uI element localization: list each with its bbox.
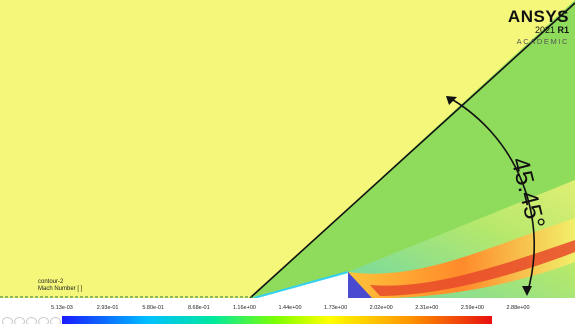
wake-region: [348, 218, 575, 298]
legend-tick: 5.80e-01: [142, 305, 165, 311]
legend-tick: 2.93e-01: [96, 305, 119, 311]
arrow-head-top: [446, 96, 457, 105]
ansys-edition: ACADEMIC: [516, 37, 569, 46]
zoom-icon[interactable]: [26, 317, 37, 324]
ansys-name: ANSYS: [507, 7, 569, 26]
legend-tick: 5.13e-03: [51, 305, 73, 311]
contour-name: contour-2: [38, 279, 64, 285]
ansys-version-year: 2021: [534, 25, 555, 35]
wedge-wall: [253, 271, 349, 298]
contour-legend-title: contour-2 Mach Number [ ]: [38, 279, 82, 293]
contour-quantity: Mach Number [ ]: [38, 286, 83, 292]
angle-arc: [447, 96, 536, 295]
ansys-logo: ANSYS 2021 R1 ACADEMIC: [508, 8, 569, 48]
colorbar: [62, 316, 492, 324]
high-mach-zone: [370, 240, 575, 296]
legend-tick: 1.73e+00: [324, 305, 348, 311]
legend-tick: 2.02e+00: [369, 305, 393, 311]
legend-tick: 1.16e+00: [232, 305, 256, 311]
legend-tick: 2.59e+00: [460, 305, 484, 311]
legend-tick: 2.31e+00: [415, 305, 439, 311]
contour-plot: 45.45°: [0, 0, 575, 298]
pan-icon[interactable]: [14, 317, 25, 324]
fit-icon[interactable]: [38, 317, 49, 324]
ansys-release: R1: [557, 25, 569, 35]
ansys-version: 2021 R1: [508, 25, 569, 36]
select-icon[interactable]: [50, 317, 61, 324]
base-region: [348, 272, 372, 298]
oblique-shock-line: [249, 2, 575, 298]
view-toolbar: [2, 317, 61, 324]
colormap-legend: 5.13e-03 2.93e-01 5.80e-01 8.68e-01 1.16e+00…: [0, 298, 575, 324]
rotate-icon[interactable]: [2, 317, 13, 324]
legend-tick: 8.68e-01: [187, 305, 210, 311]
legend-tick: 1.44e+00: [278, 305, 302, 311]
arrow-head-bottom: [522, 286, 532, 296]
legend-tick: 2.88e+00: [506, 305, 530, 311]
